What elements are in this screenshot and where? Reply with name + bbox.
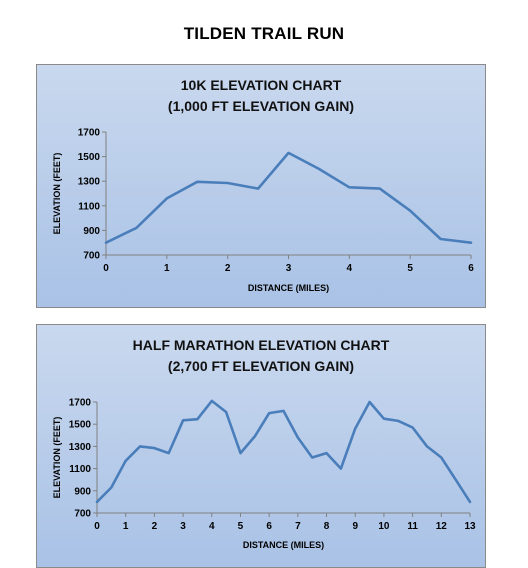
x-tick-label: 0 (103, 263, 109, 274)
y-tick-label: 1100 (78, 201, 100, 212)
y-tick-label: 700 (83, 251, 100, 262)
x-tick-label: 9 (352, 521, 358, 532)
x-tick-label: 13 (464, 521, 476, 532)
y-axis-label: ELEVATION (FEET) (52, 417, 62, 499)
x-tick-label: 5 (238, 521, 244, 532)
y-tick-label: 1500 (78, 152, 101, 163)
x-tick-label: 7 (295, 521, 301, 532)
y-tick-label: 1700 (69, 398, 92, 409)
chart-svg: 10K ELEVATION CHART (1,000 FT ELEVATION G… (52, 77, 474, 293)
x-tick-label: 8 (324, 521, 330, 532)
x-tick-label: 2 (152, 521, 158, 532)
x-tick-label: 6 (266, 521, 272, 532)
chart-title: 10K ELEVATION CHART (181, 77, 342, 93)
x-tick-label: 5 (407, 263, 413, 274)
y-tick-label: 1100 (69, 464, 91, 475)
x-axis-label: DISTANCE (MILES) (248, 283, 329, 293)
page-title: TILDEN TRAIL RUN (183, 24, 345, 43)
chart-title: HALF MARATHON ELEVATION CHART (133, 337, 390, 353)
elevation-series-line (104, 151, 473, 244)
chart-half-marathon: HALF MARATHON ELEVATION CHART (2,700 FT E… (36, 324, 486, 568)
elevation-series-line (95, 399, 472, 504)
x-tick-label: 12 (436, 521, 448, 532)
y-tick-label: 700 (74, 509, 91, 520)
y-tick-label: 900 (74, 486, 91, 497)
x-tick-label: 3 (286, 263, 292, 274)
y-tick-label: 1300 (69, 442, 92, 453)
y-tick-label: 1700 (78, 128, 101, 139)
chart-svg: HALF MARATHON ELEVATION CHART (2,700 FT E… (52, 337, 476, 550)
x-tick-label: 4 (209, 521, 215, 532)
y-tick-label: 1300 (78, 177, 101, 188)
chart-10k: 10K ELEVATION CHART (1,000 FT ELEVATION G… (36, 64, 486, 308)
chart-subtitle: (2,700 FT ELEVATION GAIN) (168, 358, 354, 374)
y-tick-label: 1500 (69, 420, 92, 431)
chart-subtitle: (1,000 FT ELEVATION GAIN) (168, 98, 354, 114)
x-tick-label: 11 (407, 521, 418, 532)
x-tick-label: 1 (164, 263, 170, 274)
x-tick-label: 1 (123, 521, 129, 532)
x-axis-label: DISTANCE (MILES) (243, 540, 324, 550)
y-tick-label: 900 (83, 226, 100, 237)
x-tick-label: 3 (180, 521, 186, 532)
x-tick-label: 2 (225, 263, 231, 274)
x-tick-label: 0 (94, 521, 100, 532)
y-axis-label: ELEVATION (FEET) (52, 153, 62, 235)
x-tick-label: 10 (378, 521, 390, 532)
x-tick-label: 6 (468, 263, 474, 274)
x-tick-label: 4 (347, 263, 353, 274)
